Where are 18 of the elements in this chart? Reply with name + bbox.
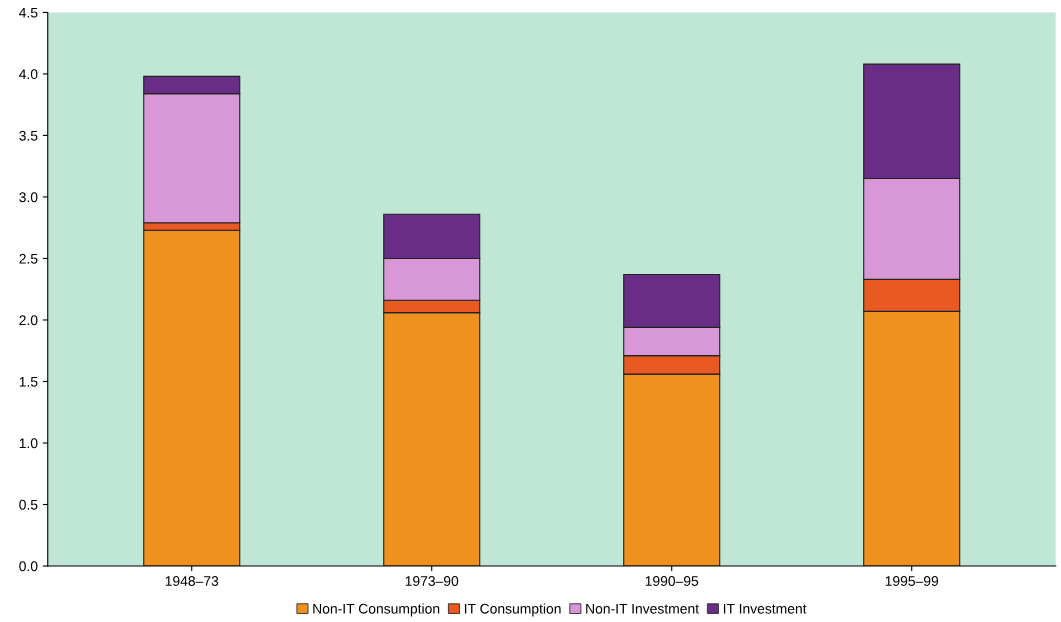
legend-label: Non-IT Investment (586, 603, 699, 614)
legend-label: IT Investment (723, 603, 807, 614)
y-tick-label: 1.0 (19, 438, 38, 449)
y-tick-label: 4.0 (19, 69, 38, 80)
x-tick-label: 1995–99 (885, 576, 939, 586)
y-tick-label: 0.5 (19, 499, 38, 510)
y-tick-label: 4.5 (19, 7, 38, 18)
x-tick-label: 1973–90 (405, 576, 459, 586)
y-tick-label: 2.0 (19, 315, 38, 326)
y-tick-label: 1.5 (19, 376, 38, 387)
y-tick-label: 3.0 (19, 192, 38, 203)
legend-label: Non-IT Consumption (313, 603, 440, 617)
y-tick-label: 0.0 (19, 561, 38, 572)
legend-label: IT Consumption (464, 603, 561, 617)
y-tick-label: 3.5 (19, 130, 38, 141)
x-tick-label: 1948–73 (165, 576, 219, 586)
y-tick-label: 2.5 (19, 253, 38, 264)
x-tick-label: 1990–95 (645, 576, 699, 586)
